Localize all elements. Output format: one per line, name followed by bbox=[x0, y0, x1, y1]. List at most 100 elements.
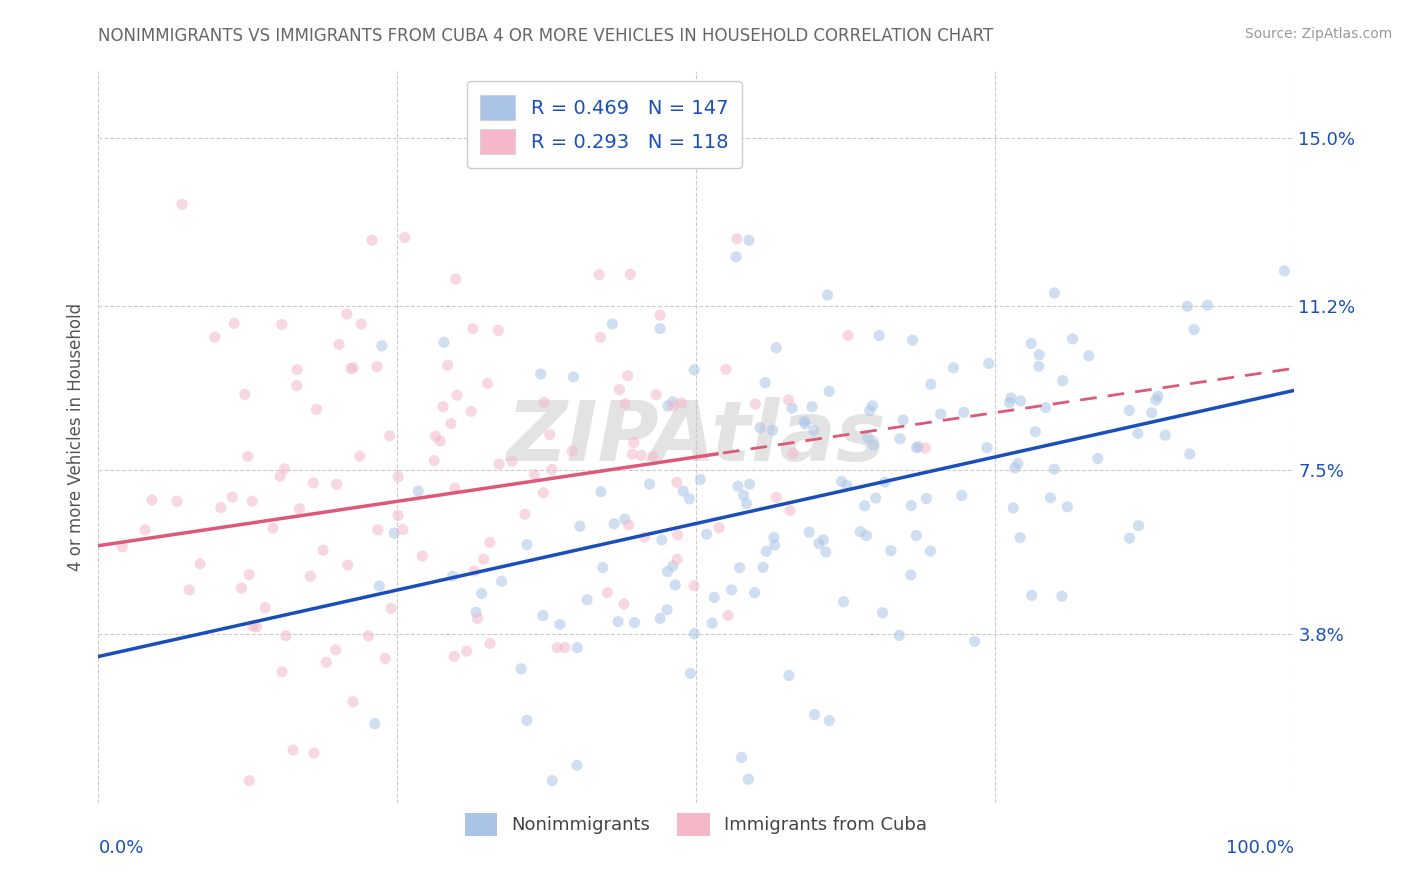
Point bbox=[1050, 589, 1073, 603]
Point bbox=[440, 417, 463, 431]
Point bbox=[765, 491, 787, 505]
Point bbox=[662, 558, 685, 573]
Point bbox=[609, 383, 631, 397]
Point bbox=[963, 634, 986, 648]
Point bbox=[905, 441, 928, 455]
Point bbox=[444, 272, 467, 286]
Point bbox=[478, 535, 501, 549]
Point bbox=[596, 585, 619, 599]
Point bbox=[891, 413, 914, 427]
Point bbox=[614, 397, 637, 411]
Point bbox=[1010, 393, 1032, 408]
Point bbox=[623, 435, 645, 450]
Point bbox=[733, 488, 755, 502]
Point bbox=[1028, 348, 1050, 362]
Point bbox=[782, 446, 804, 460]
Point bbox=[1019, 336, 1042, 351]
Point bbox=[914, 441, 936, 455]
Point bbox=[141, 493, 163, 508]
Point bbox=[1140, 406, 1163, 420]
Point bbox=[364, 716, 387, 731]
Point bbox=[568, 519, 591, 533]
Point bbox=[855, 528, 877, 542]
Point bbox=[262, 521, 284, 535]
Point bbox=[793, 415, 815, 429]
Point bbox=[657, 399, 679, 413]
Point bbox=[818, 384, 841, 399]
Point bbox=[1000, 391, 1022, 405]
Point bbox=[443, 649, 465, 664]
Point bbox=[1178, 447, 1201, 461]
Point bbox=[900, 499, 922, 513]
Point bbox=[516, 714, 538, 728]
Point bbox=[900, 568, 922, 582]
Y-axis label: 4 or more Vehicles in Household: 4 or more Vehicles in Household bbox=[66, 303, 84, 571]
Point bbox=[371, 339, 394, 353]
Point bbox=[803, 707, 825, 722]
Point bbox=[221, 490, 243, 504]
Point bbox=[645, 387, 668, 401]
Point bbox=[274, 629, 297, 643]
Point bbox=[224, 317, 246, 331]
Point bbox=[952, 405, 974, 419]
Point bbox=[179, 582, 201, 597]
Point bbox=[623, 615, 645, 630]
Point bbox=[725, 232, 748, 246]
Point bbox=[432, 400, 454, 414]
Legend: Nonimmigrants, Immigrants from Cuba: Nonimmigrants, Immigrants from Cuba bbox=[456, 804, 936, 845]
Point bbox=[204, 330, 226, 344]
Point bbox=[1182, 322, 1205, 336]
Point bbox=[374, 651, 396, 665]
Point bbox=[367, 523, 389, 537]
Point bbox=[588, 268, 610, 282]
Point bbox=[467, 611, 489, 625]
Point bbox=[429, 434, 451, 448]
Point bbox=[1021, 588, 1043, 602]
Point bbox=[976, 441, 998, 455]
Point bbox=[541, 773, 564, 788]
Point bbox=[607, 615, 630, 629]
Point bbox=[794, 417, 817, 431]
Point bbox=[779, 503, 801, 517]
Point bbox=[725, 250, 748, 264]
Point bbox=[456, 644, 478, 658]
Point bbox=[1010, 531, 1032, 545]
Point bbox=[880, 543, 903, 558]
Point bbox=[463, 564, 485, 578]
Point bbox=[460, 404, 482, 418]
Point bbox=[315, 655, 337, 669]
Point bbox=[664, 578, 686, 592]
Point bbox=[366, 359, 388, 374]
Point bbox=[328, 337, 350, 351]
Point bbox=[720, 582, 742, 597]
Point bbox=[702, 616, 724, 631]
Point bbox=[889, 628, 911, 642]
Point bbox=[336, 558, 359, 573]
Point bbox=[166, 494, 188, 508]
Point bbox=[1147, 389, 1170, 403]
Point bbox=[548, 617, 571, 632]
Point bbox=[657, 565, 679, 579]
Point bbox=[678, 491, 700, 506]
Point bbox=[477, 376, 499, 391]
Point bbox=[510, 662, 533, 676]
Point bbox=[666, 552, 689, 566]
Point bbox=[1077, 349, 1099, 363]
Point bbox=[1144, 392, 1167, 407]
Point bbox=[832, 595, 855, 609]
Point bbox=[872, 606, 894, 620]
Point bbox=[513, 508, 536, 522]
Point bbox=[1007, 457, 1029, 471]
Text: ZIPAtlas: ZIPAtlas bbox=[506, 397, 886, 477]
Point bbox=[470, 587, 492, 601]
Point bbox=[305, 402, 328, 417]
Point bbox=[285, 378, 308, 392]
Point bbox=[433, 335, 456, 350]
Point bbox=[1154, 428, 1177, 442]
Point bbox=[661, 394, 683, 409]
Point bbox=[270, 318, 292, 332]
Point bbox=[501, 454, 523, 468]
Point bbox=[860, 399, 883, 413]
Point bbox=[392, 523, 415, 537]
Point bbox=[889, 432, 911, 446]
